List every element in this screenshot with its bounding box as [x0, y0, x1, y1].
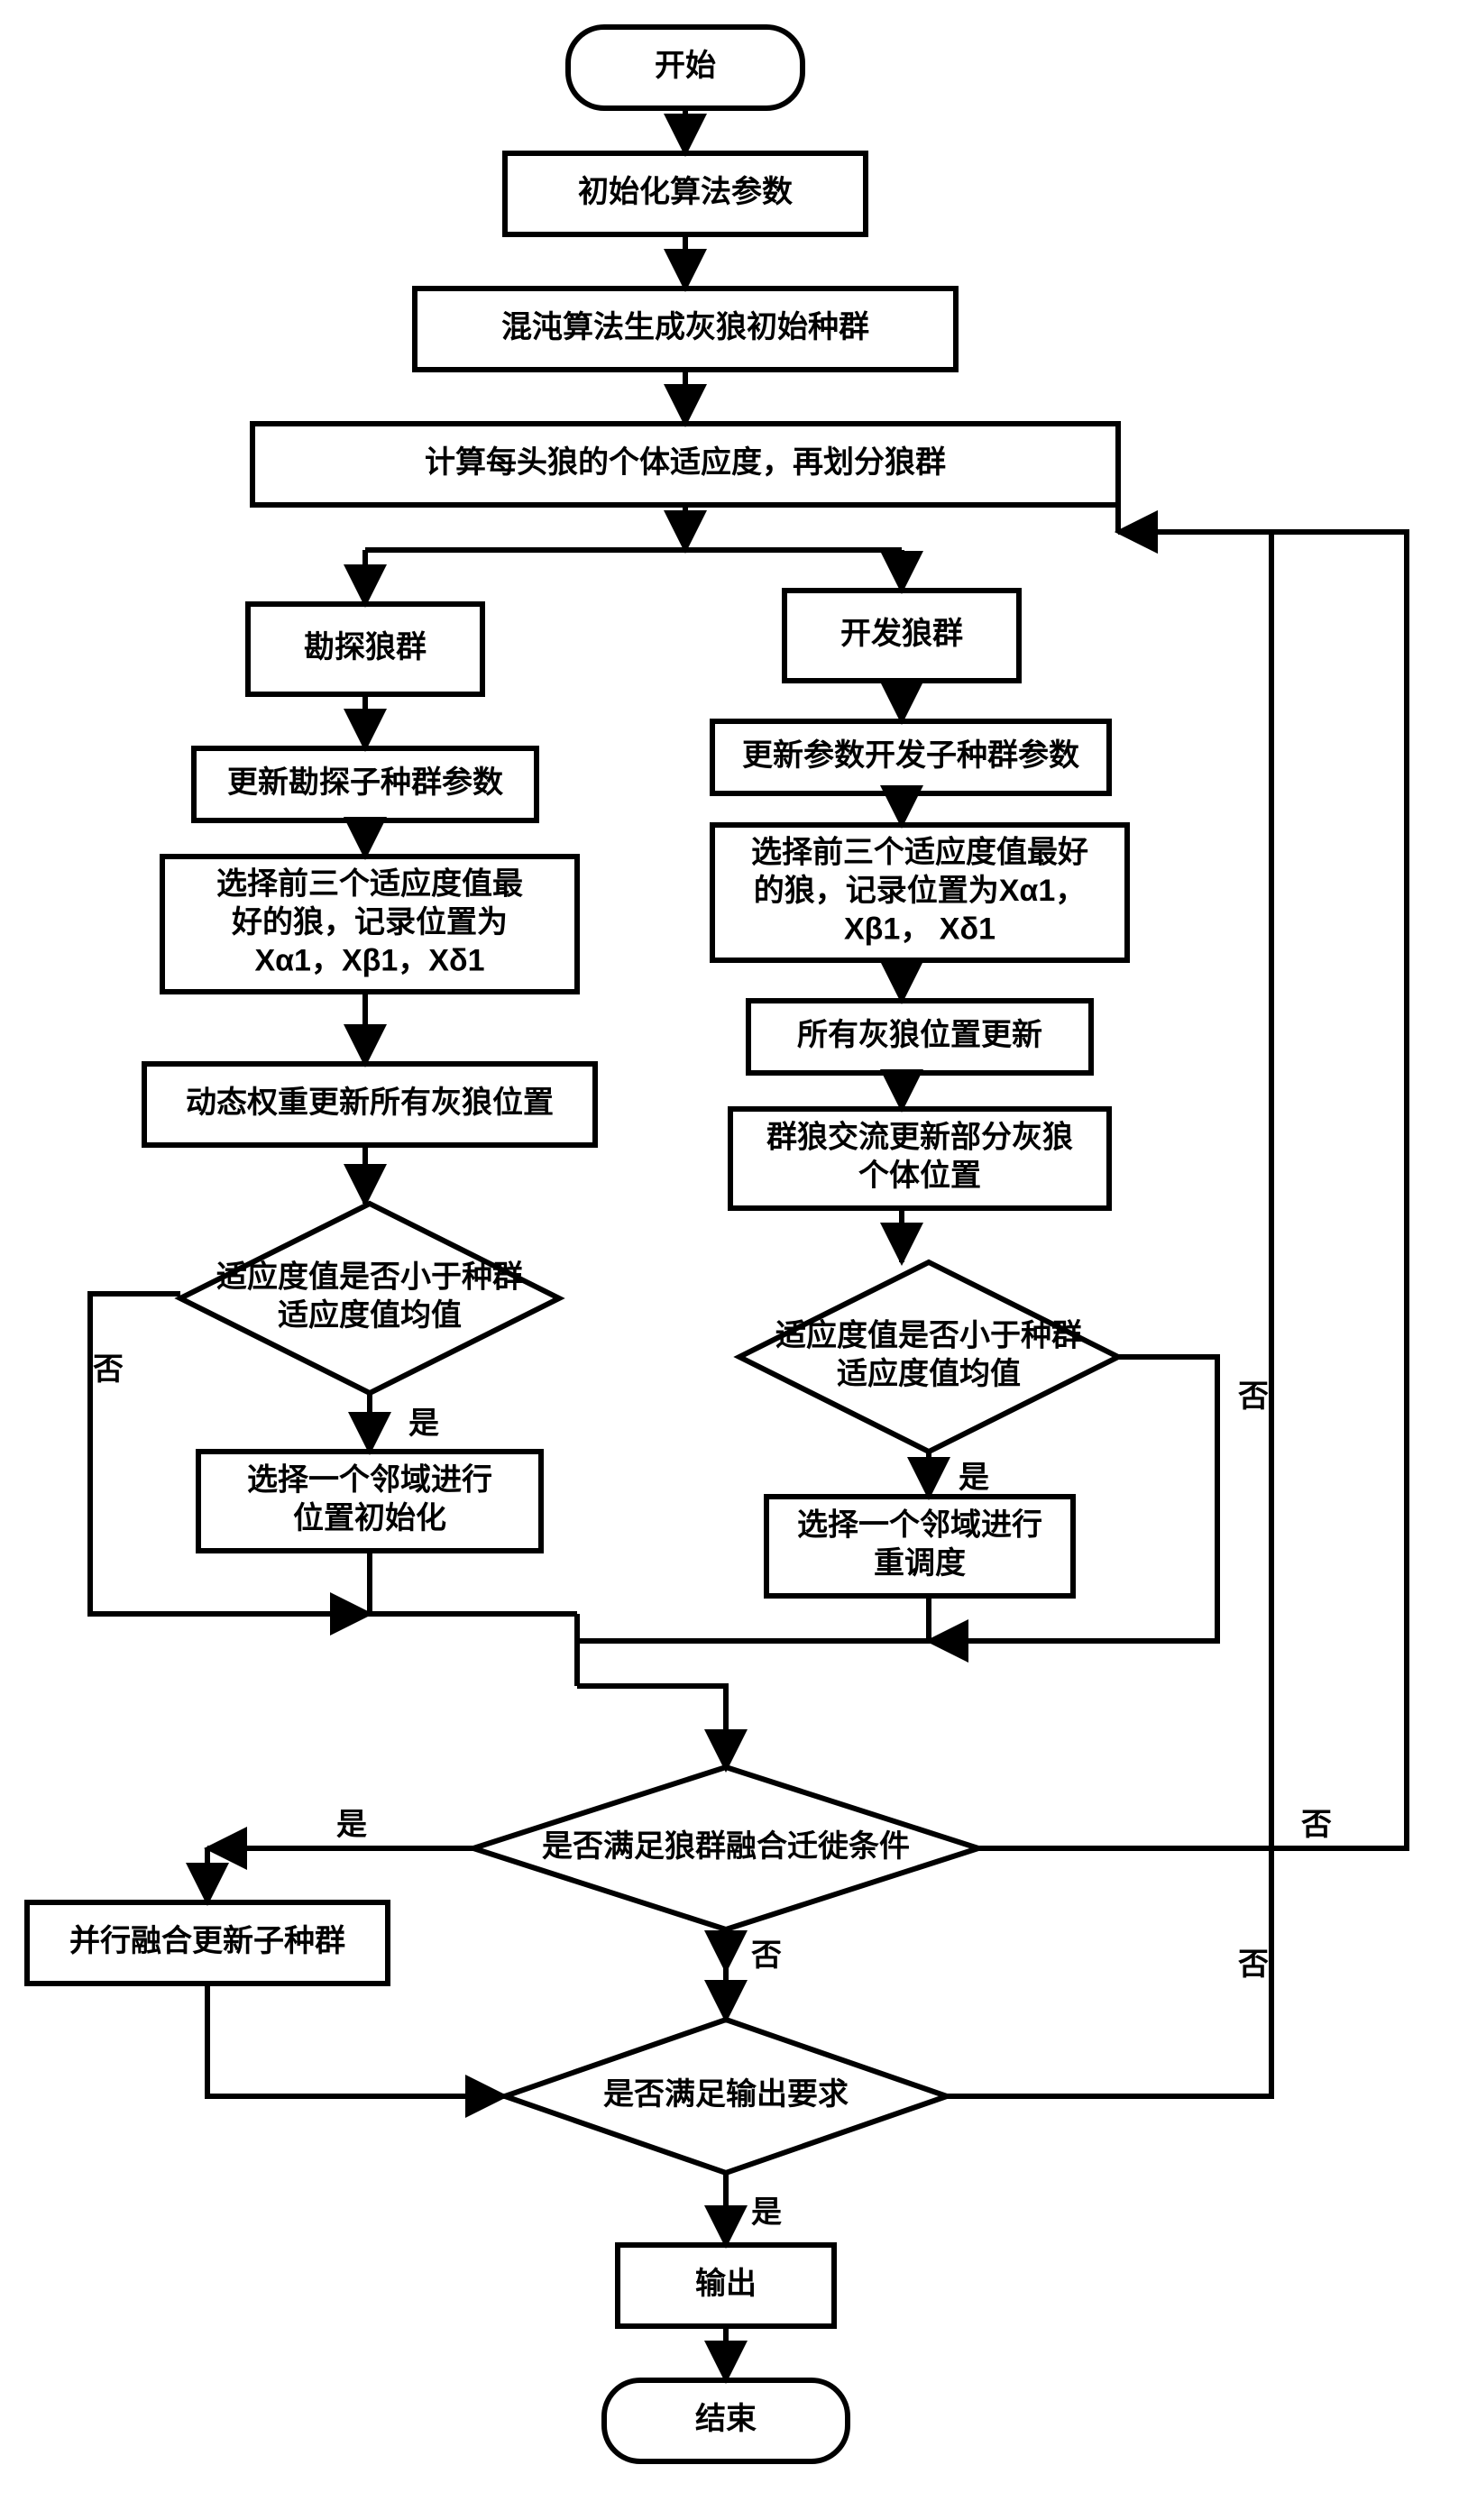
svg-text:好的狼，记录位置为: 好的狼，记录位置为: [231, 905, 508, 939]
svg-text:适应度值均值: 适应度值均值: [837, 1357, 1021, 1391]
svg-text:适应度值均值: 适应度值均值: [278, 1298, 462, 1333]
svg-text:否: 否: [93, 1352, 124, 1387]
svg-text:重调度: 重调度: [874, 1546, 966, 1581]
svg-text:所有灰狼位置更新: 所有灰狼位置更新: [797, 1018, 1042, 1052]
svg-text:个体位置: 个体位置: [858, 1159, 981, 1193]
svg-text:位置初始化: 位置初始化: [293, 1501, 446, 1535]
svg-text:否: 否: [1238, 1947, 1269, 1982]
svg-text:选择前三个适应度值最好: 选择前三个适应度值最好: [751, 835, 1088, 869]
svg-text:否: 否: [1301, 1808, 1332, 1842]
svg-text:选择前三个适应度值最: 选择前三个适应度值最: [216, 866, 523, 901]
svg-text:初始化算法参数: 初始化算法参数: [578, 175, 793, 209]
svg-text:是: 是: [408, 1407, 439, 1441]
svg-text:是: 是: [751, 2195, 782, 2230]
svg-text:是: 是: [959, 1461, 989, 1495]
svg-text:群狼交流更新部分灰狼: 群狼交流更新部分灰狼: [766, 1120, 1073, 1155]
svg-text:选择一个邻域进行: 选择一个邻域进行: [247, 1463, 492, 1498]
svg-text:输出: 输出: [695, 2267, 757, 2301]
svg-text:是否满足输出要求: 是否满足输出要求: [603, 2077, 849, 2112]
svg-text:选择一个邻域进行: 选择一个邻域进行: [797, 1508, 1042, 1543]
svg-text:否: 否: [751, 1938, 782, 1973]
svg-text:的狼，记录位置为Xα1，: 的狼，记录位置为Xα1，: [754, 874, 1087, 908]
svg-text:是否满足狼群融合迁徙条件: 是否满足狼群融合迁徙条件: [542, 1829, 910, 1864]
svg-text:并行融合更新子种群: 并行融合更新子种群: [69, 1924, 345, 1958]
svg-text:结束: 结束: [695, 2402, 757, 2436]
svg-text:动态权重更新所有灰狼位置: 动态权重更新所有灰狼位置: [186, 1086, 554, 1120]
svg-text:Xβ1， Xδ1: Xβ1， Xδ1: [844, 912, 995, 946]
svg-text:开始: 开始: [655, 49, 716, 83]
svg-text:更新勘探子种群参数: 更新勘探子种群参数: [227, 765, 503, 800]
svg-text:计算每头狼的个体适应度，再划分狼群: 计算每头狼的个体适应度，再划分狼群: [425, 445, 946, 480]
svg-text:适应度值是否小于种群: 适应度值是否小于种群: [216, 1260, 523, 1295]
svg-text:是: 是: [336, 1808, 367, 1842]
svg-text:否: 否: [1238, 1379, 1269, 1414]
svg-text:开发狼群: 开发狼群: [840, 617, 963, 651]
svg-text:适应度值是否小于种群: 适应度值是否小于种群: [775, 1319, 1082, 1353]
svg-text:混沌算法生成灰狼初始种群: 混沌算法生成灰狼初始种群: [501, 310, 869, 344]
svg-text:更新参数开发子种群参数: 更新参数开发子种群参数: [742, 738, 1079, 773]
svg-text:勘探狼群: 勘探狼群: [304, 630, 427, 664]
svg-text:Xα1，Xβ1，Xδ1: Xα1，Xβ1，Xδ1: [254, 943, 484, 977]
